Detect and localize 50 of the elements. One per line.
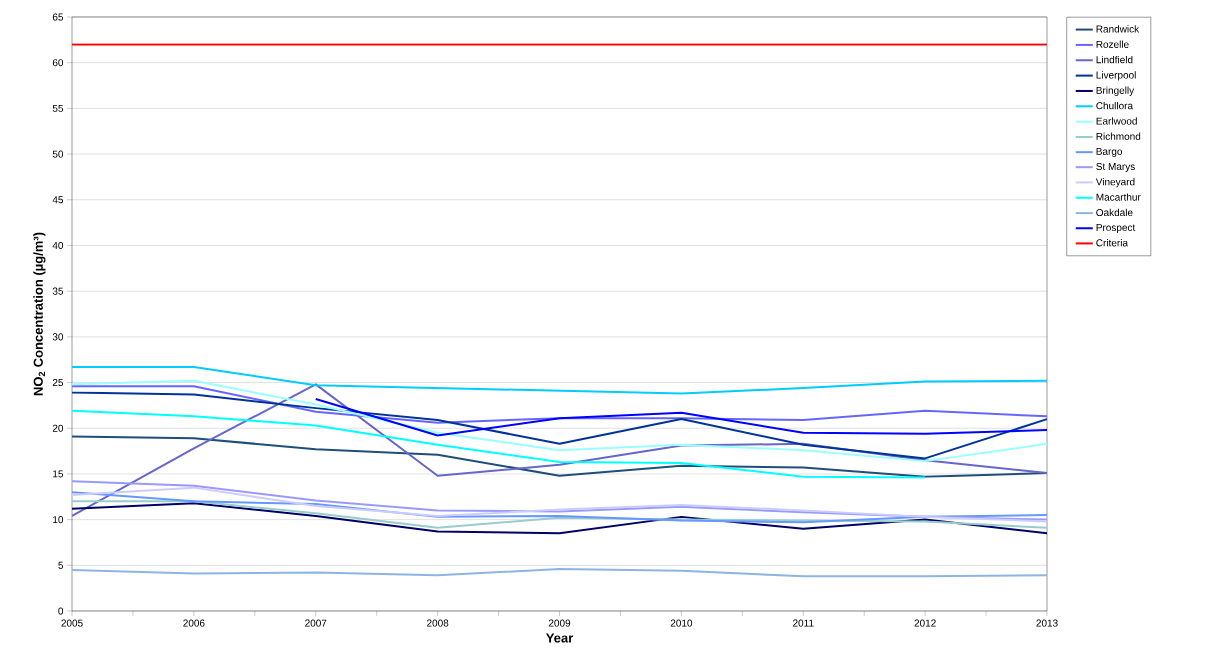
y-tick-label: 25 — [52, 379, 64, 387]
y-tick-label: 45 — [52, 196, 64, 204]
legend-label: Liverpool — [1096, 71, 1136, 81]
y-tick-label: 40 — [52, 241, 64, 249]
line-series — [72, 480, 1048, 521]
y-tick-label: 55 — [52, 104, 64, 112]
x-tick-label: 2007 — [305, 619, 327, 627]
line-series — [72, 500, 1048, 529]
x-tick-label: 2009 — [548, 619, 571, 627]
y-tick-label: 50 — [52, 150, 64, 158]
legend-label: Bringelly — [1096, 86, 1135, 96]
legend-label: Criteria — [1096, 239, 1129, 247]
legend-label: Lindfield — [1096, 55, 1133, 64]
legend-label: St Marys — [1096, 162, 1135, 172]
line-series — [72, 567, 1048, 578]
line-series — [314, 397, 1048, 437]
legend-label: Bargo — [1096, 147, 1123, 157]
y-tick-label: 15 — [53, 470, 64, 478]
line-series — [72, 383, 1048, 517]
legend-label: Prospect — [1096, 224, 1136, 234]
x-tick-label: 2010 — [670, 619, 693, 627]
x-tick-label: 2011 — [793, 619, 814, 627]
y-tick-label: 35 — [52, 287, 64, 295]
legend-label: Macarthur — [1096, 193, 1141, 201]
x-tick-label: 2012 — [914, 619, 936, 627]
y-tick-label: 60 — [52, 59, 64, 67]
x-tick-label: 2013 — [1036, 619, 1058, 627]
line-series — [72, 409, 927, 479]
x-tick-label: 2006 — [183, 619, 205, 627]
legend-label: Randwick — [1096, 25, 1140, 33]
legend-label: Vineyard — [1095, 178, 1135, 188]
y-tick-label: 20 — [52, 424, 64, 432]
y-tick-label: 0 — [58, 607, 64, 615]
line-series — [72, 379, 1048, 463]
legend-label: Earlwood — [1096, 117, 1137, 125]
line-series — [72, 502, 1048, 535]
legend-label: Richmond — [1096, 132, 1141, 140]
line-series — [72, 385, 1048, 424]
y-tick-label: 10 — [53, 516, 64, 524]
legend-label: Rozelle — [1096, 40, 1129, 48]
legend-label: Chullora — [1096, 101, 1134, 110]
x-tick-label: 2005 — [61, 619, 83, 627]
x-tick-label: 2008 — [427, 619, 449, 627]
y-tick-label: 5 — [58, 561, 64, 569]
y-axis-title: NO$_{2}$ Concentration (µg/m³) — [33, 232, 46, 396]
y-tick-label: 65 — [52, 13, 64, 21]
line-series — [72, 391, 1048, 460]
y-tick-label: 30 — [52, 333, 64, 341]
legend-label: Oakdale — [1096, 208, 1133, 217]
x-axis-title: Year — [545, 633, 574, 643]
